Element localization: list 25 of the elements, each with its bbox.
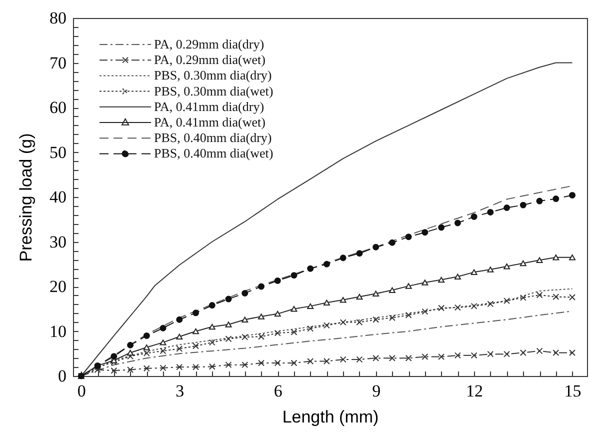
legend-label: PBS, 0.40mm dia(wet) xyxy=(154,146,274,161)
x-tick-label: 12 xyxy=(466,382,484,400)
y-tick-label: 70 xyxy=(50,53,66,72)
y-tick-label: 80 xyxy=(50,8,66,28)
legend-label: PA, 0.41mm dia(wet) xyxy=(154,114,266,130)
y-axis-title: Pressing load (g) xyxy=(16,133,36,262)
legend-label: PBS, 0.30mm dia(dry) xyxy=(154,68,272,83)
x-tick-label: 15 xyxy=(564,382,582,400)
y-tick-label: 30 xyxy=(50,232,66,252)
legend-label: PBS, 0.40mm dia(dry) xyxy=(154,130,272,146)
x-tick-label: 0 xyxy=(77,382,86,400)
x-tick-label: 6 xyxy=(274,382,282,400)
legend-label: PA, 0.29mm dia(wet) xyxy=(154,52,266,68)
y-tick-label: 0 xyxy=(58,366,66,386)
y-tick-label: 60 xyxy=(50,98,66,117)
y-tick-label: 40 xyxy=(50,188,66,206)
x-tick-label: 9 xyxy=(372,382,381,400)
y-tick-label: 20 xyxy=(50,277,66,296)
y-tick-label: 10 xyxy=(50,322,66,341)
legend-label: PBS, 0.30mm dia(wet) xyxy=(154,83,274,98)
legend-label: PA, 0.29mm dia(dry) xyxy=(154,36,264,52)
y-tick-label: 50 xyxy=(50,142,66,162)
x-axis-title: Length (mm) xyxy=(282,408,379,426)
x-tick-label: 3 xyxy=(176,382,184,400)
legend-label: PA, 0.41mm dia(dry) xyxy=(154,98,264,114)
